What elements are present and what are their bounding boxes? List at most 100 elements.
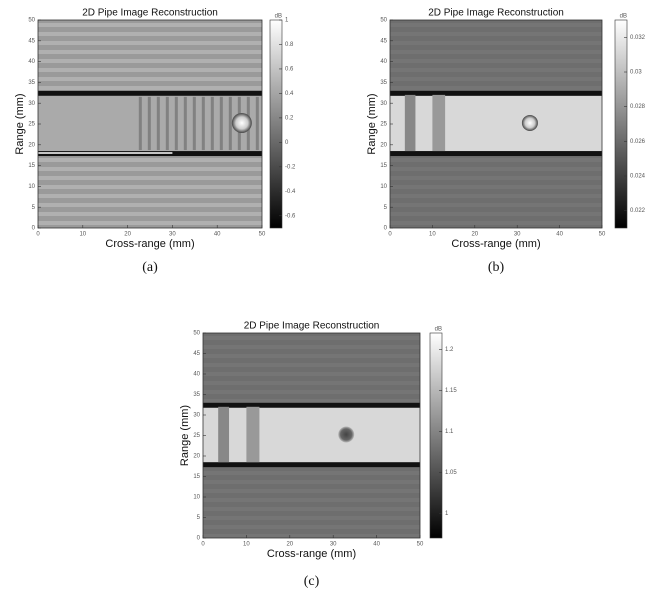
image-stripe — [203, 480, 420, 484]
y-tick-label: 50 — [380, 18, 387, 24]
pipe-wall — [390, 151, 602, 157]
colorbar — [429, 332, 443, 539]
ring — [138, 96, 142, 151]
ring — [201, 96, 205, 151]
flange — [246, 406, 260, 463]
x-axis-label: Cross-range (mm) — [267, 548, 356, 560]
y-tick-label: 25 — [380, 122, 387, 128]
image-stripe — [390, 59, 602, 63]
image-stripe — [203, 399, 420, 403]
image-stripe — [203, 516, 420, 520]
colorbar-tick-label: 0.2 — [285, 115, 294, 121]
y-tick-label: 50 — [28, 18, 35, 24]
image-stripe — [38, 68, 262, 72]
y-tick-label: 35 — [193, 392, 200, 398]
y-tick-label: 5 — [384, 205, 388, 211]
pipe-wall — [203, 462, 420, 468]
colorbar — [269, 19, 283, 229]
colorbar-tick-label: -0.6 — [285, 213, 296, 219]
pipe-band — [203, 407, 420, 463]
image-stripe — [38, 158, 262, 162]
ring — [183, 96, 187, 151]
image-stripe — [390, 50, 602, 54]
ring — [174, 96, 178, 151]
image-stripe — [390, 203, 602, 207]
x-tick-label: 20 — [124, 232, 131, 238]
y-axis-label: Range (mm) — [14, 93, 26, 154]
y-tick-label: 20 — [193, 454, 200, 460]
x-tick-label: 10 — [79, 232, 86, 238]
y-axis-label: Range (mm) — [366, 93, 378, 154]
image-stripe — [38, 221, 262, 225]
image-stripe — [390, 194, 602, 198]
ring — [210, 96, 214, 151]
defect — [231, 112, 252, 133]
chart-title: 2D Pipe Image Reconstruction — [428, 8, 564, 19]
y-tick-label: 35 — [28, 80, 35, 86]
image-stripe — [203, 390, 420, 394]
colorbar-label: dB — [275, 14, 282, 20]
colorbar-tick-label: 1.15 — [445, 388, 457, 394]
colorbar-tick-label: 0 — [285, 140, 289, 146]
x-tick-label: 50 — [599, 232, 606, 238]
colorbar-tick-label: 0.6 — [285, 67, 294, 73]
pipe-wall — [38, 90, 262, 96]
colorbar-tick-label: 0.026 — [630, 139, 646, 145]
y-tick-label: 30 — [193, 413, 200, 419]
image-stripe — [203, 489, 420, 493]
pipe-wall — [203, 402, 420, 408]
colorbar-tick-label: 0.8 — [285, 42, 294, 48]
image-stripe — [203, 381, 420, 385]
colorbar-tick-label: 0.024 — [630, 174, 646, 180]
y-tick-label: 35 — [380, 80, 387, 86]
image-stripe — [203, 525, 420, 529]
image-stripe — [203, 336, 420, 340]
x-axis-label: Cross-range (mm) — [451, 238, 540, 250]
y-tick-label: 25 — [193, 433, 200, 439]
y-tick-label: 15 — [380, 163, 387, 169]
ring — [228, 96, 232, 151]
image-stripe — [203, 345, 420, 349]
y-tick-label: 15 — [28, 163, 35, 169]
image-stripe — [203, 471, 420, 475]
image-stripe — [38, 32, 262, 36]
x-tick-label: 20 — [471, 232, 478, 238]
ring — [165, 96, 169, 151]
colorbar-tick-label: 0.4 — [285, 91, 294, 97]
flange — [218, 406, 230, 463]
colorbar-tick-label: -0.2 — [285, 164, 296, 170]
image-stripe — [390, 221, 602, 225]
image-stripe — [390, 176, 602, 180]
colorbar-tick-label: 0.032 — [630, 35, 646, 41]
y-tick-label: 45 — [380, 38, 387, 44]
y-axis-label: Range (mm) — [179, 405, 191, 466]
y-tick-label: 15 — [193, 474, 200, 480]
y-tick-label: 40 — [380, 59, 387, 65]
y-tick-label: 30 — [28, 101, 35, 107]
image-stripe — [38, 185, 262, 189]
image-stripe — [390, 41, 602, 45]
image-stripe — [203, 354, 420, 358]
ring — [147, 96, 151, 151]
chart-title: 2D Pipe Image Reconstruction — [82, 8, 218, 19]
colorbar-tick-label: 1 — [285, 18, 289, 24]
y-tick-label: 0 — [197, 536, 201, 542]
x-tick-label: 20 — [286, 542, 293, 548]
colorbar-tick-label: 0.03 — [630, 70, 642, 76]
flange — [404, 94, 416, 152]
x-tick-label: 40 — [373, 542, 380, 548]
ring — [219, 96, 223, 151]
flange — [432, 94, 446, 152]
x-tick-label: 0 — [388, 232, 392, 238]
image-stripe — [203, 507, 420, 511]
image-stripe — [203, 372, 420, 376]
image-stripe — [390, 77, 602, 81]
ring — [156, 96, 160, 151]
y-tick-label: 10 — [380, 184, 387, 190]
x-tick-label: 10 — [243, 542, 250, 548]
y-tick-label: 5 — [32, 205, 36, 211]
image-stripe — [390, 68, 602, 72]
image-stripe — [38, 77, 262, 81]
chart-title: 2D Pipe Image Reconstruction — [244, 321, 380, 332]
